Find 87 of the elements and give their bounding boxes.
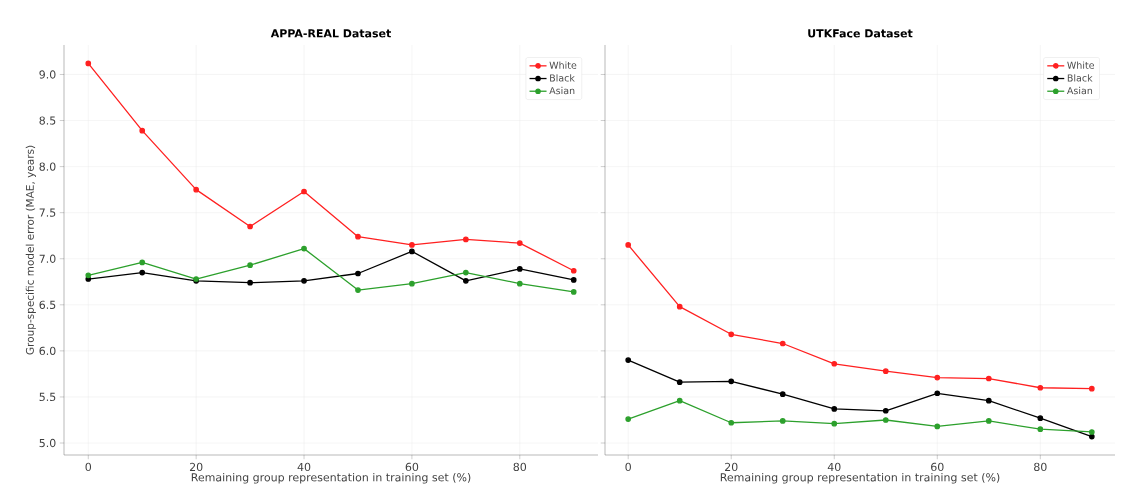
point	[934, 390, 941, 397]
x-tick-label: 40	[827, 462, 841, 472]
point	[355, 270, 361, 277]
point	[728, 419, 735, 426]
point	[1037, 384, 1044, 391]
point	[139, 259, 146, 266]
x-tick-label: 60	[405, 462, 419, 472]
point	[193, 186, 199, 193]
point	[1037, 426, 1044, 433]
point	[409, 248, 415, 255]
point	[985, 375, 992, 382]
point	[779, 391, 786, 398]
point	[516, 280, 523, 287]
point	[1088, 433, 1095, 440]
point	[516, 240, 523, 246]
x-tick-label: 0	[625, 462, 631, 472]
x-tick-label: 0	[85, 462, 92, 472]
point	[463, 278, 469, 284]
point	[625, 242, 632, 248]
point	[882, 417, 889, 423]
point	[882, 368, 889, 374]
point	[85, 272, 92, 279]
point	[301, 188, 307, 195]
point	[85, 60, 92, 67]
point	[625, 357, 632, 363]
point	[516, 266, 523, 272]
point	[676, 303, 683, 310]
point	[409, 280, 415, 287]
legend-label: Asian	[1066, 86, 1093, 95]
y-tick-label: 9.0	[39, 70, 56, 79]
point	[247, 223, 253, 230]
point	[676, 379, 683, 386]
point	[1037, 415, 1044, 421]
point	[779, 418, 786, 424]
legend-label: White	[1067, 61, 1095, 69]
x-tick-label: 20	[725, 462, 738, 472]
legend-label: White	[549, 61, 577, 69]
x-axis-title: Remaining group representation in training set (%)	[191, 472, 471, 484]
point	[831, 406, 838, 412]
point	[355, 233, 361, 240]
point	[676, 397, 683, 404]
point	[985, 418, 992, 424]
point	[355, 287, 361, 293]
y-tick-label: 6.0	[39, 346, 56, 356]
legend-label: Black	[550, 74, 575, 82]
point	[463, 236, 469, 243]
chart-title: APPA-REAL Dataset	[270, 29, 392, 38]
point	[409, 242, 415, 248]
x-tick-label: 40	[297, 462, 311, 472]
point	[139, 127, 146, 134]
point	[625, 416, 632, 422]
y-tick-label: 8.0	[39, 162, 56, 171]
point	[831, 360, 838, 367]
point	[1088, 429, 1095, 435]
point	[301, 245, 307, 252]
point	[247, 262, 253, 269]
point	[831, 420, 838, 427]
point	[301, 278, 307, 284]
point	[728, 378, 735, 385]
point	[882, 407, 889, 414]
point	[570, 277, 577, 283]
y-tick-label: 6.5	[39, 300, 56, 309]
legend-label: Asian	[549, 86, 575, 95]
point	[570, 267, 577, 274]
point	[985, 397, 992, 404]
x-tick-label: 20	[189, 462, 203, 472]
point	[463, 269, 469, 276]
y-tick-label: 5.5	[39, 392, 56, 402]
chart-title: UTKFace Dataset	[808, 29, 913, 38]
x-tick-label: 80	[1034, 462, 1047, 472]
y-tick-label: 7.0	[39, 254, 56, 263]
point	[934, 374, 941, 381]
point	[934, 423, 941, 430]
x-tick-label: 60	[931, 462, 944, 472]
point	[247, 279, 253, 286]
x-tick-label: 80	[513, 462, 527, 472]
y-axis-title: Group-specific model error (MAE, years)	[25, 145, 36, 355]
point	[139, 269, 146, 276]
x-axis-title: Remaining group representation in training set (%)	[720, 472, 1000, 484]
y-tick-label: 7.5	[39, 208, 56, 217]
point	[728, 331, 735, 338]
point	[779, 340, 786, 347]
point	[1088, 385, 1095, 392]
y-tick-label: 8.5	[39, 116, 56, 125]
legend-label: Black	[1067, 74, 1093, 82]
point	[570, 289, 577, 295]
y-tick-label: 5.0	[39, 438, 56, 448]
